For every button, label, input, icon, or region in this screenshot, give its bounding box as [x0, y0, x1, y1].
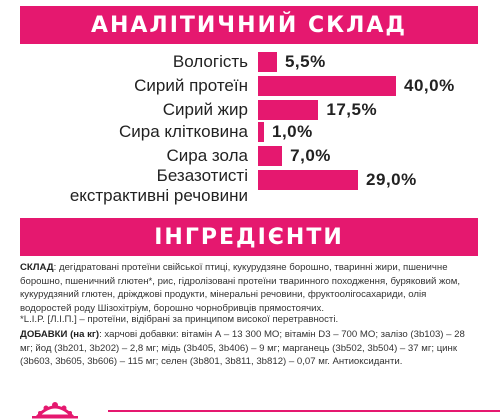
- row-label: Безазотисті екстрактивні речовини: [70, 166, 248, 206]
- composition-text: : дегідратовані протеїни свійської птиці…: [20, 262, 461, 314]
- analytical-composition-title: Аналітичний склад: [90, 12, 408, 38]
- row-label-line-2: екстрактивні речовини: [69, 186, 248, 205]
- ingredients-header: Інгредієнти: [20, 218, 478, 256]
- additives-paragraph: ДОБАВКИ (на кг): харчові добавки: вітамі…: [20, 328, 478, 369]
- row-value: 7,0%: [290, 146, 331, 165]
- composition-paragraph: СКЛАД: дегідратовані протеїни свійської …: [20, 261, 478, 315]
- value-bar: [258, 146, 283, 166]
- analytical-composition-header: Аналітичний склад: [20, 6, 478, 44]
- analysis-row-fibre: Сира клітковина 1,0%: [0, 120, 500, 144]
- analysis-row-ash: Сира зола 7,0%: [0, 144, 500, 168]
- analysis-row-fat: Сирий жир 17,5%: [0, 98, 500, 122]
- value-bar: [258, 100, 319, 120]
- row-label: Сира клітковина: [119, 122, 248, 141]
- royal-canin-logo: [32, 402, 78, 419]
- lip-note-text: *L.I.P. [Л.І.П.] – протеїни, відібрані з…: [20, 314, 339, 325]
- row-label: Сирий протеїн: [134, 76, 248, 95]
- row-label: Сирий жир: [162, 100, 248, 119]
- lip-note: *L.I.P. [Л.І.П.] – протеїни, відібрані з…: [20, 313, 478, 327]
- row-value: 40,0%: [404, 76, 455, 95]
- row-value: 1,0%: [272, 122, 313, 141]
- row-value: 5,5%: [284, 52, 326, 71]
- analysis-row-protein: Сирий протеїн 40,0%: [0, 74, 500, 98]
- row-label: Сира зола: [166, 146, 248, 165]
- value-bar: [258, 170, 359, 190]
- analysis-row-nfe: Безазотисті екстрактивні речовини 29,0%: [0, 166, 500, 210]
- additives-label: ДОБАВКИ (на кг): [20, 329, 100, 340]
- analysis-row-moisture: Вологість 5,5%: [0, 50, 500, 74]
- row-label-line-1: Безазотисті: [156, 166, 248, 185]
- footer-accent-line: [108, 410, 500, 412]
- row-value: 29,0%: [366, 170, 417, 189]
- value-bar: [258, 76, 396, 96]
- row-value: 17,5%: [326, 100, 378, 119]
- composition-label: СКЛАД: [20, 262, 54, 273]
- additives-text: : харчові добавки: вітамін А – 13 300 МО…: [20, 329, 465, 368]
- value-bar: [258, 52, 277, 72]
- value-bar: [258, 122, 264, 142]
- ingredients-title: Інгредієнти: [154, 224, 344, 250]
- row-label: Вологість: [172, 52, 248, 71]
